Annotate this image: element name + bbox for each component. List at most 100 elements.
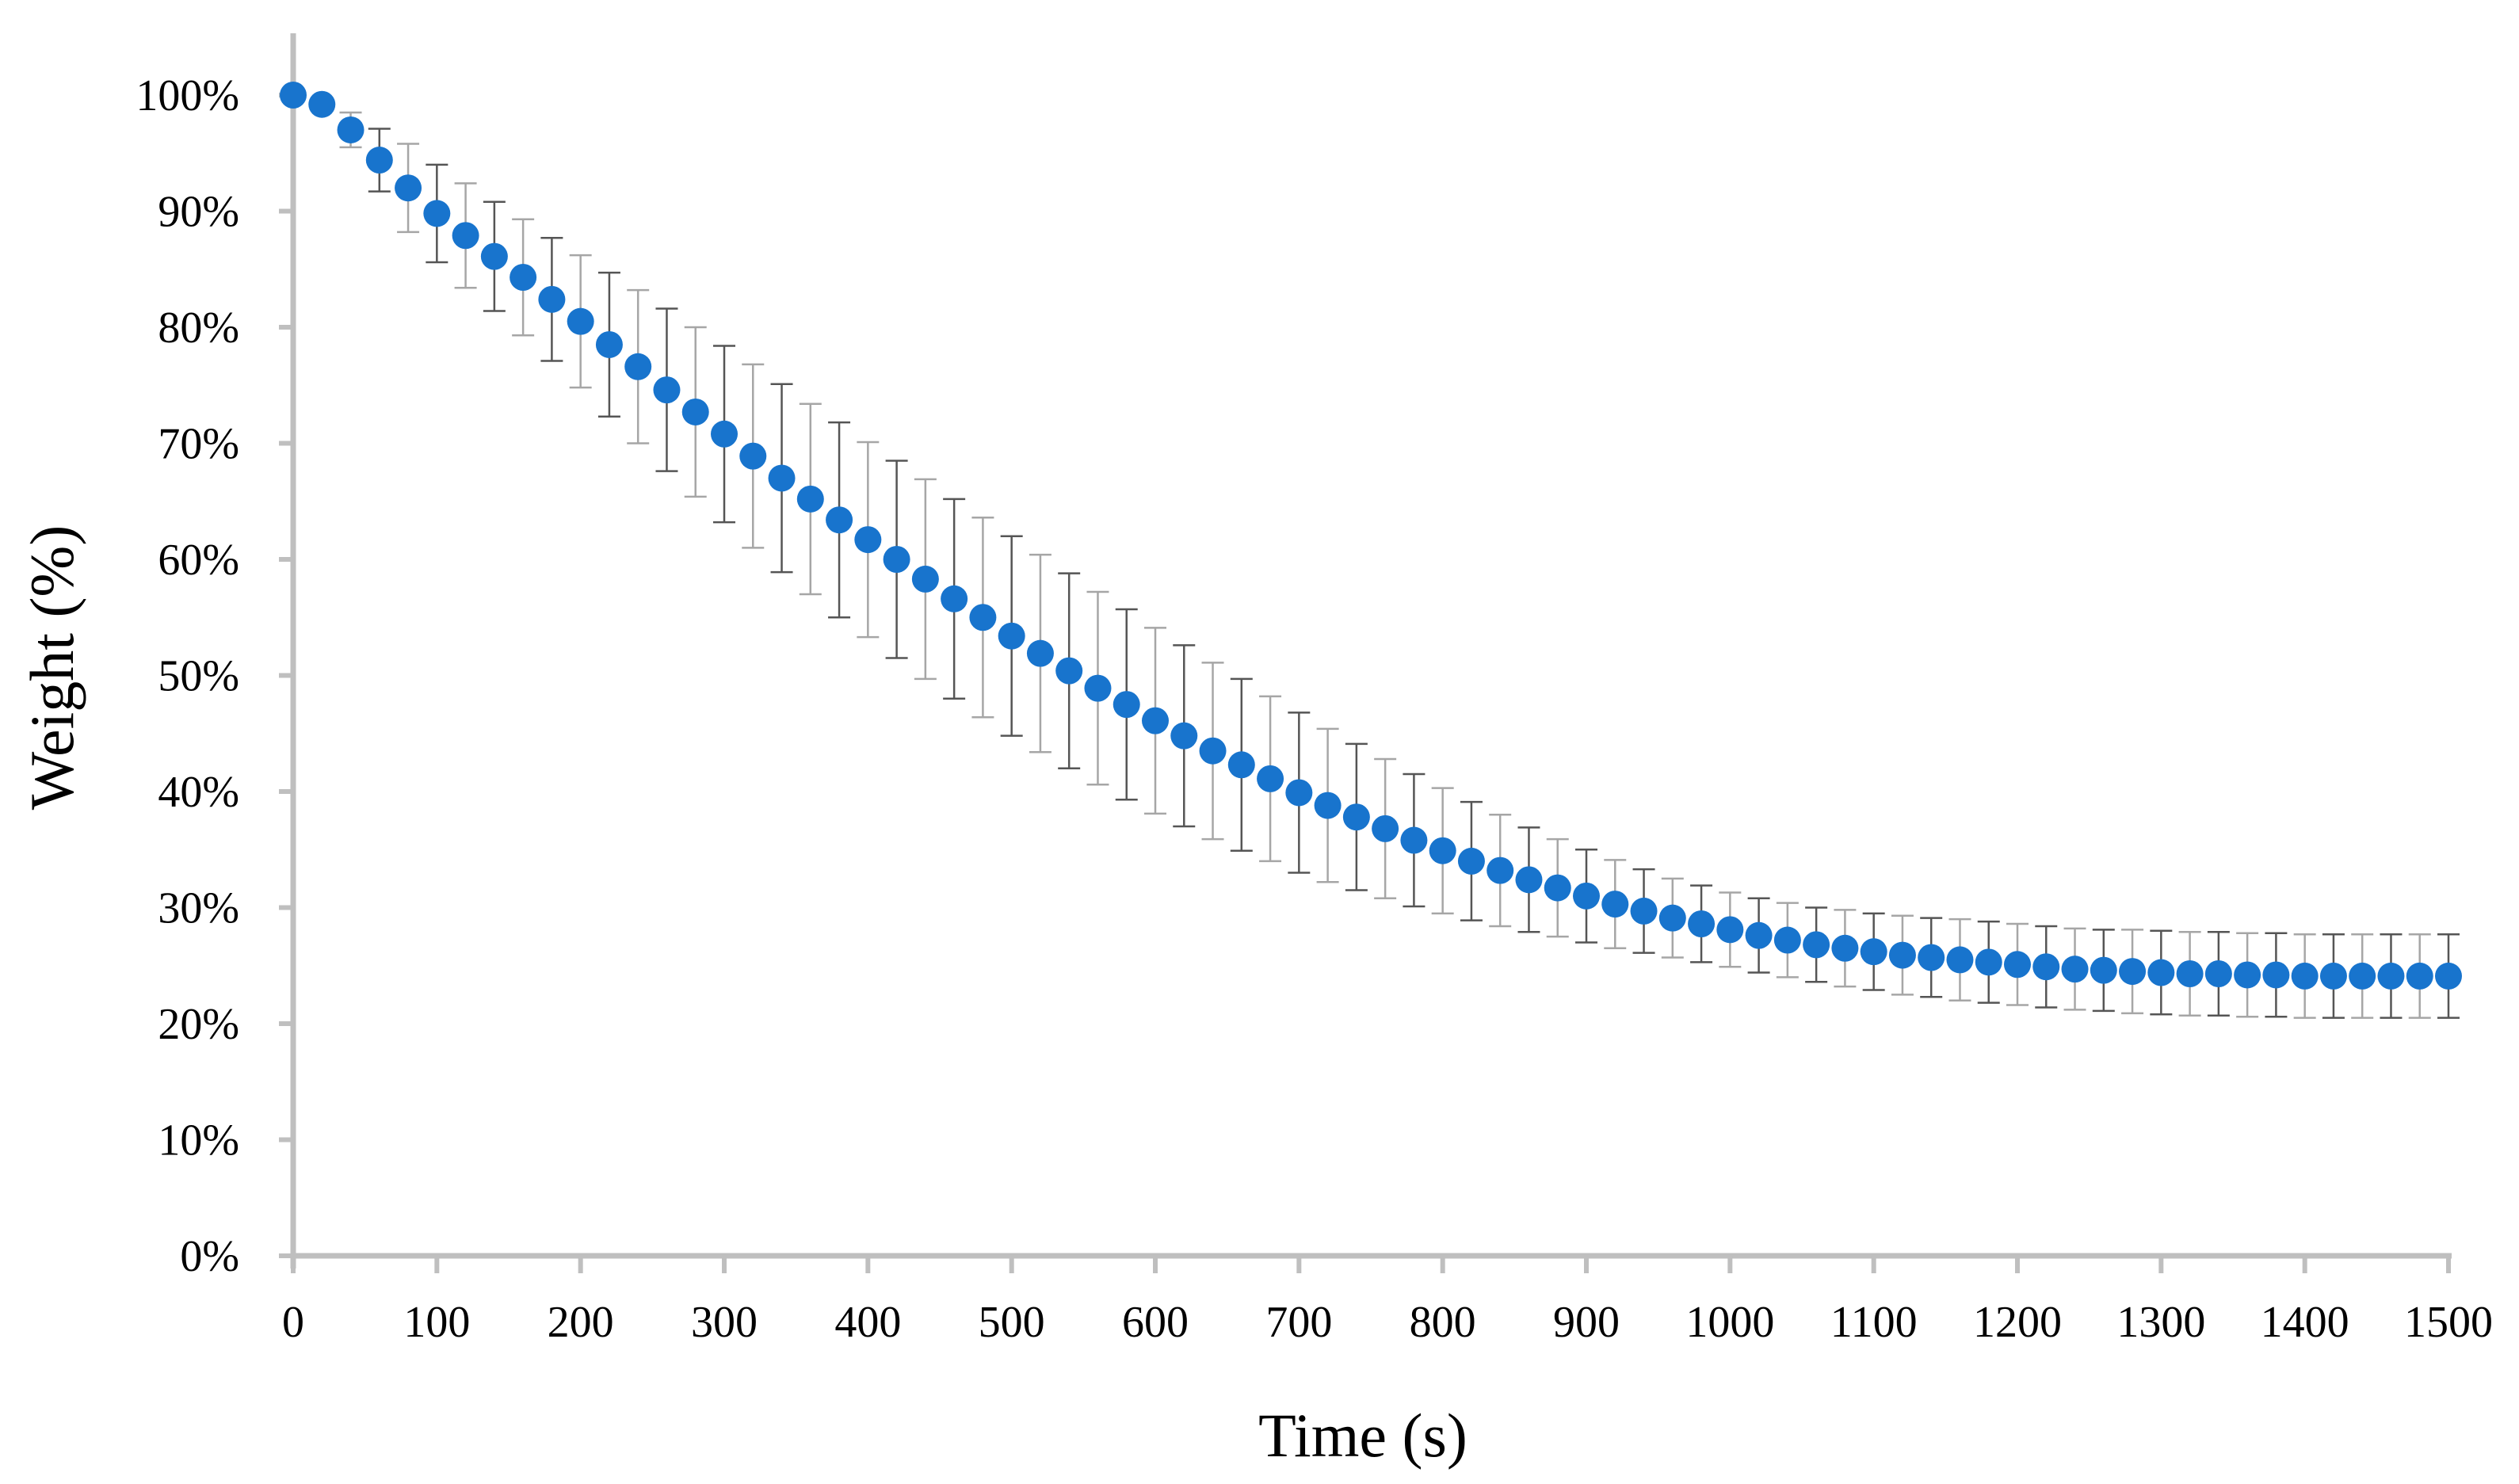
data-point	[595, 330, 623, 358]
data-point	[2262, 961, 2290, 989]
data-point	[2061, 956, 2089, 983]
data-point	[2004, 951, 2031, 979]
data-point	[337, 116, 364, 143]
data-point	[681, 398, 709, 425]
data-point	[1831, 934, 1859, 962]
data-point	[796, 485, 824, 513]
y-axis-title: Weight (%)	[17, 525, 86, 811]
x-tick-label: 1500	[2404, 1298, 2493, 1347]
data-point	[1314, 792, 1342, 819]
x-tick-label: 1100	[1830, 1298, 1918, 1347]
x-tick-label: 400	[834, 1298, 901, 1347]
x-tick-label: 800	[1410, 1298, 1476, 1347]
data-point	[826, 506, 853, 534]
data-point	[1142, 707, 1169, 734]
data-point	[1658, 904, 1686, 932]
x-tick-label: 1000	[1685, 1298, 1774, 1347]
x-tick-label: 1200	[1973, 1298, 2062, 1347]
data-point	[1946, 946, 1974, 974]
x-tick-label: 200	[548, 1298, 614, 1347]
data-point	[883, 546, 910, 573]
x-tick-label: 500	[979, 1298, 1045, 1347]
x-tick-label: 900	[1553, 1298, 1620, 1347]
y-tick-label: 0%	[180, 1232, 239, 1281]
data-point	[1372, 814, 1399, 842]
data-point	[365, 147, 393, 174]
data-point	[2176, 960, 2204, 988]
data-point	[2291, 962, 2319, 990]
data-point	[510, 264, 537, 292]
data-point	[1113, 691, 1140, 719]
data-point	[768, 464, 796, 492]
data-point	[1055, 657, 1083, 685]
y-ticks: 0% 10% 20% 30% 40% 50% 60% 70% 80% 90% 100%	[135, 71, 293, 1281]
y-tick-label: 50%	[158, 652, 239, 701]
data-point	[1688, 910, 1716, 938]
data-point	[308, 90, 336, 118]
data-point	[1227, 751, 1255, 779]
data-point	[423, 200, 451, 227]
data-point	[1573, 882, 1600, 910]
x-tick-label: 100	[403, 1298, 470, 1347]
y-tick-label: 10%	[158, 1116, 239, 1165]
data-point	[854, 526, 882, 554]
data-point	[2377, 962, 2405, 990]
data-point	[2319, 962, 2347, 990]
x-axis-title: Time (s)	[1258, 1401, 1468, 1470]
data-point	[2119, 958, 2147, 986]
data-point	[1630, 897, 1658, 925]
data-point	[1716, 916, 1744, 944]
data-point	[1285, 779, 1313, 807]
data-point	[1257, 765, 1284, 792]
data-point	[2234, 961, 2261, 989]
x-tick-label: 1300	[2116, 1298, 2205, 1347]
y-tick-label: 30%	[158, 884, 239, 933]
x-tick-label: 1400	[2261, 1298, 2349, 1347]
y-tick-label: 20%	[158, 1000, 239, 1049]
data-points	[280, 82, 2462, 990]
data-point	[280, 82, 307, 109]
data-point	[2147, 959, 2175, 986]
data-point	[911, 565, 939, 593]
x-ticks: 0 100 200 300 400 500 600 700 800 900 1000 1100 1200…	[282, 1256, 2493, 1347]
data-point	[538, 285, 566, 313]
axes	[290, 33, 2452, 1268]
data-point	[2349, 962, 2376, 990]
data-point	[1601, 891, 1629, 918]
data-point	[1773, 926, 1801, 954]
data-point	[711, 420, 738, 448]
y-tick-label: 100%	[135, 71, 239, 120]
data-point	[1026, 639, 1054, 667]
data-point	[567, 307, 594, 335]
y-tick-label: 80%	[158, 303, 239, 353]
data-point	[2090, 956, 2117, 984]
data-point	[739, 442, 767, 470]
data-point	[1975, 948, 2002, 976]
x-tick-label: 0	[282, 1298, 304, 1347]
data-point	[1084, 674, 1112, 702]
data-point	[452, 222, 479, 250]
data-point	[1544, 874, 1571, 902]
data-point	[998, 622, 1025, 650]
data-point	[2032, 953, 2060, 981]
data-point	[1888, 941, 1916, 969]
data-point	[2406, 962, 2433, 990]
data-point	[1860, 938, 1887, 966]
data-point	[395, 174, 422, 202]
data-point	[1515, 866, 1543, 894]
data-point	[624, 353, 652, 380]
data-point	[969, 604, 997, 631]
error-bars	[311, 97, 2460, 1019]
data-point	[1457, 847, 1485, 875]
data-point	[1918, 944, 1945, 971]
y-tick-label: 90%	[158, 188, 239, 237]
x-tick-label: 300	[691, 1298, 758, 1347]
data-point	[653, 376, 681, 404]
x-tick-label: 600	[1122, 1298, 1189, 1347]
y-tick-label: 40%	[158, 768, 239, 817]
data-point	[1429, 837, 1456, 864]
data-point	[941, 585, 968, 612]
y-tick-label: 60%	[158, 536, 239, 585]
data-point	[1342, 803, 1370, 831]
